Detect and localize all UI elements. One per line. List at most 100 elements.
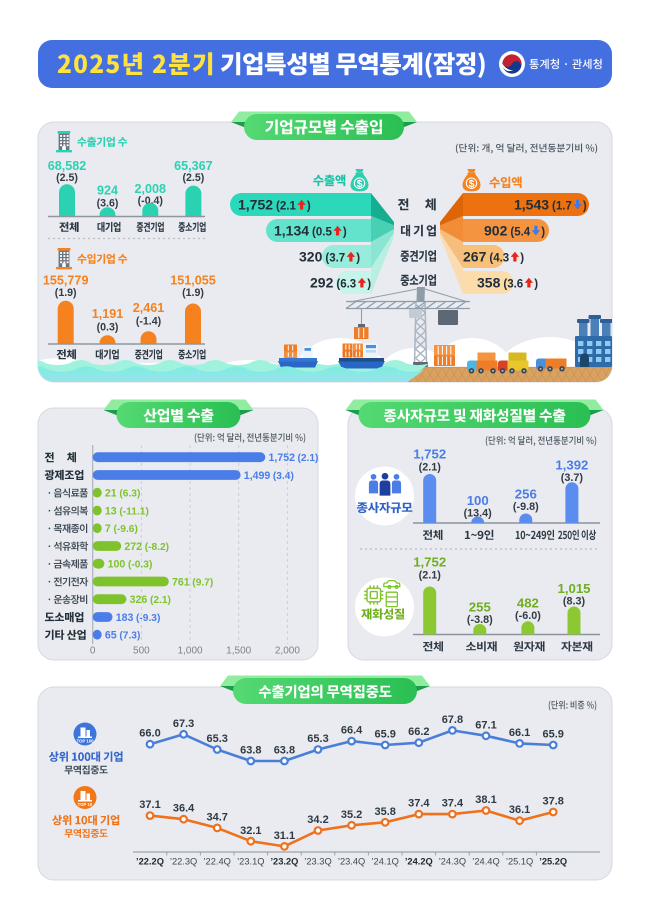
svg-text:’22.4Q: ’22.4Q bbox=[203, 857, 230, 867]
svg-text:(2.1): (2.1) bbox=[150, 595, 171, 606]
svg-text:(2.1): (2.1) bbox=[419, 461, 442, 473]
svg-text:’22.2Q: ’22.2Q bbox=[136, 857, 164, 867]
svg-text:(1.9): (1.9) bbox=[182, 287, 204, 299]
svg-text:’23.2Q: ’23.2Q bbox=[270, 857, 298, 867]
svg-text:38.1: 38.1 bbox=[475, 794, 496, 806]
svg-text:(: ( bbox=[276, 201, 280, 213]
svg-text:65.9: 65.9 bbox=[374, 729, 395, 741]
svg-text:’23.1Q: ’23.1Q bbox=[237, 857, 264, 867]
svg-text:): ) bbox=[307, 201, 311, 213]
svg-text:267: 267 bbox=[463, 249, 487, 265]
svg-text:155,779: 155,779 bbox=[43, 274, 89, 288]
svg-text:0: 0 bbox=[90, 646, 96, 657]
svg-text:66.1: 66.1 bbox=[509, 727, 530, 739]
svg-text:13: 13 bbox=[105, 505, 117, 517]
svg-text:’24.1Q: ’24.1Q bbox=[371, 857, 398, 867]
svg-text:): ) bbox=[367, 279, 371, 291]
svg-text:(3.7): (3.7) bbox=[561, 472, 584, 484]
svg-text:0.5: 0.5 bbox=[316, 227, 333, 239]
svg-text:34.2: 34.2 bbox=[307, 814, 328, 826]
svg-text:2.1: 2.1 bbox=[280, 201, 297, 213]
svg-text:67.8: 67.8 bbox=[442, 714, 463, 726]
svg-text:’23.3Q: ’23.3Q bbox=[304, 857, 331, 867]
svg-text:): ) bbox=[520, 253, 524, 265]
svg-text:(-0.3): (-0.3) bbox=[128, 560, 152, 571]
svg-text:(2.1): (2.1) bbox=[298, 453, 319, 464]
svg-text:1,015: 1,015 bbox=[557, 581, 590, 596]
svg-text:’24.2Q: ’24.2Q bbox=[405, 857, 433, 867]
svg-text:(-11.1): (-11.1) bbox=[119, 506, 148, 517]
svg-text:37.1: 37.1 bbox=[139, 799, 160, 811]
svg-text:67.3: 67.3 bbox=[173, 718, 194, 730]
svg-text:(: ( bbox=[325, 253, 329, 265]
svg-text:(: ( bbox=[489, 253, 493, 265]
svg-text:256: 256 bbox=[515, 486, 537, 501]
svg-text:65.9: 65.9 bbox=[542, 729, 563, 741]
svg-text:(9.7): (9.7) bbox=[192, 577, 213, 588]
svg-text:(3.4): (3.4) bbox=[273, 471, 294, 482]
svg-text:1,752: 1,752 bbox=[238, 197, 273, 213]
svg-text:(: ( bbox=[552, 201, 556, 213]
svg-text:(-6.0): (-6.0) bbox=[515, 610, 541, 622]
svg-text:1,000: 1,000 bbox=[178, 646, 203, 657]
svg-text:(13.4): (13.4) bbox=[464, 507, 493, 519]
svg-text:36.4: 36.4 bbox=[173, 803, 195, 815]
svg-text:1,752: 1,752 bbox=[413, 446, 446, 461]
svg-text:31.1: 31.1 bbox=[274, 830, 295, 842]
svg-text:(3.6): (3.6) bbox=[97, 198, 119, 210]
svg-text:4.3: 4.3 bbox=[493, 253, 509, 265]
svg-text:37.8: 37.8 bbox=[542, 796, 563, 808]
svg-text:34.7: 34.7 bbox=[206, 811, 227, 823]
svg-text:6.3: 6.3 bbox=[340, 279, 356, 291]
svg-text:5.4: 5.4 bbox=[514, 227, 531, 239]
svg-text:1,752: 1,752 bbox=[269, 452, 296, 464]
svg-text:66.4: 66.4 bbox=[341, 725, 363, 737]
svg-text:(-9.6): (-9.6) bbox=[114, 524, 138, 535]
svg-text:65.3: 65.3 bbox=[307, 733, 328, 745]
svg-text:924: 924 bbox=[97, 184, 118, 198]
svg-text:902: 902 bbox=[484, 223, 508, 239]
svg-text:65,367: 65,367 bbox=[174, 159, 213, 173]
svg-text:3.6: 3.6 bbox=[507, 279, 523, 291]
svg-text:(1.9): (1.9) bbox=[55, 287, 77, 299]
svg-text:’22.3Q: ’22.3Q bbox=[170, 857, 197, 867]
svg-text:1,134: 1,134 bbox=[274, 223, 309, 239]
svg-text:100: 100 bbox=[108, 559, 126, 571]
svg-text:35.2: 35.2 bbox=[341, 809, 362, 821]
svg-text:100: 100 bbox=[467, 493, 489, 508]
svg-text:36.1: 36.1 bbox=[509, 804, 530, 816]
svg-text:’24.3Q: ’24.3Q bbox=[439, 857, 466, 867]
svg-text:37.4: 37.4 bbox=[442, 798, 464, 810]
svg-text:151,055: 151,055 bbox=[170, 274, 216, 288]
svg-text:255: 255 bbox=[469, 600, 491, 615]
svg-text:1,392: 1,392 bbox=[555, 457, 588, 472]
svg-text:761: 761 bbox=[172, 576, 190, 588]
svg-text:): ) bbox=[343, 227, 347, 239]
svg-text:183: 183 bbox=[116, 612, 134, 624]
svg-text:2,008: 2,008 bbox=[135, 182, 167, 196]
svg-text:35.8: 35.8 bbox=[374, 806, 395, 818]
svg-text:(2.1): (2.1) bbox=[419, 569, 442, 581]
svg-text:(-3.8): (-3.8) bbox=[467, 614, 493, 626]
svg-text:$: $ bbox=[469, 178, 475, 190]
svg-text:(-8.2): (-8.2) bbox=[145, 542, 169, 553]
svg-text:2,000: 2,000 bbox=[275, 646, 300, 657]
svg-text:(0.3): (0.3) bbox=[97, 322, 119, 334]
svg-text:(: ( bbox=[510, 227, 514, 239]
svg-text:’25.2Q: ’25.2Q bbox=[539, 857, 567, 867]
svg-text:66.0: 66.0 bbox=[139, 728, 160, 740]
svg-text:32.1: 32.1 bbox=[240, 825, 261, 837]
svg-text:21: 21 bbox=[105, 488, 117, 500]
svg-text:(: ( bbox=[336, 279, 340, 291]
svg-text:63.8: 63.8 bbox=[274, 745, 295, 757]
svg-text:’25.1Q: ’25.1Q bbox=[506, 857, 533, 867]
svg-text:37.4: 37.4 bbox=[408, 798, 430, 810]
svg-text:(: ( bbox=[312, 227, 316, 239]
svg-text:65: 65 bbox=[105, 630, 117, 642]
svg-text:3.7: 3.7 bbox=[329, 253, 345, 265]
svg-text:): ) bbox=[534, 279, 538, 291]
svg-text:2,461: 2,461 bbox=[133, 301, 165, 315]
svg-text:500: 500 bbox=[133, 646, 150, 657]
svg-text:$: $ bbox=[357, 178, 363, 190]
svg-text:(: ( bbox=[503, 279, 507, 291]
